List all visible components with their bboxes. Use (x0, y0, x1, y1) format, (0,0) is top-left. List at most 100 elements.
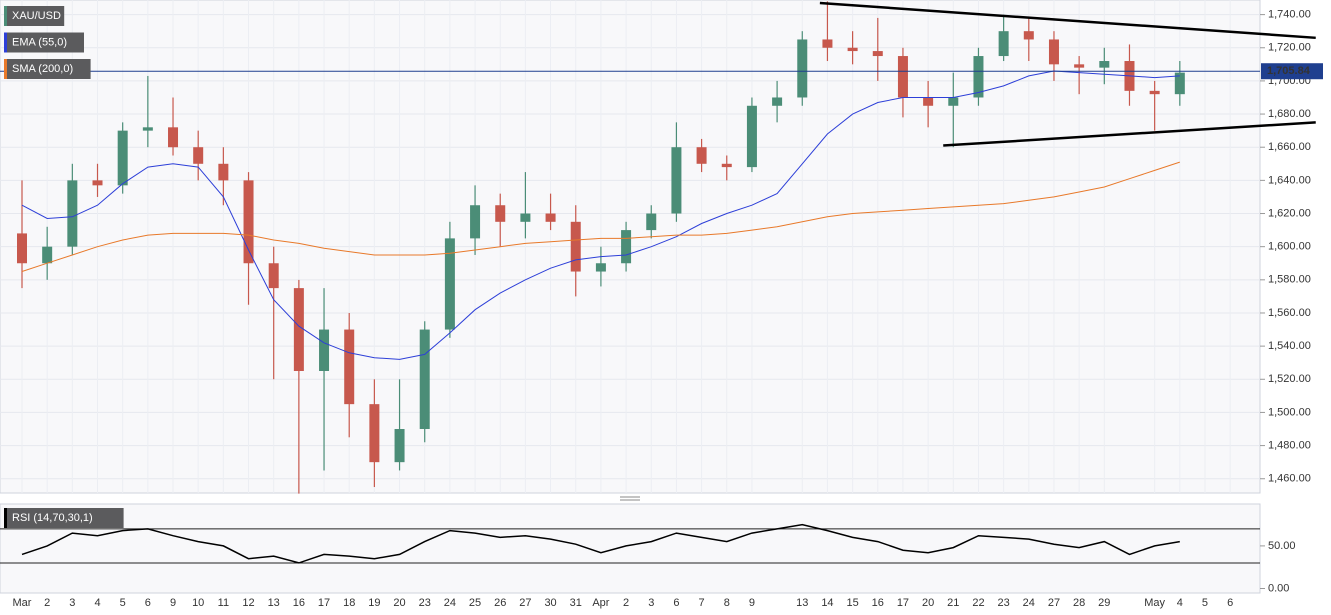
candle-body (646, 213, 657, 231)
candle-body (268, 263, 279, 289)
candle-body (923, 97, 934, 106)
legend-label: RSI (14,70,30,1) (12, 512, 93, 524)
candle-body (1099, 61, 1110, 68)
candle-body (419, 329, 430, 430)
candle-body (822, 39, 833, 48)
indicator-line (21, 70, 1180, 360)
candle-body (570, 221, 581, 272)
x-tick-label: Mar (13, 597, 32, 609)
candle-body (545, 213, 556, 222)
x-tick-label: 31 (570, 597, 582, 609)
x-tick-label: 13 (796, 597, 808, 609)
legend-label: EMA (55,0) (12, 36, 67, 48)
candle-body (998, 31, 1009, 57)
x-tick-label: 14 (821, 597, 833, 609)
legend-label: SMA (200,0) (12, 63, 73, 75)
candle-body (1048, 39, 1059, 65)
x-tick-label: 19 (368, 597, 380, 609)
x-tick-label: 26 (494, 597, 506, 609)
candle-body (1174, 72, 1185, 95)
candle-body (444, 238, 455, 330)
candle-body (92, 180, 103, 186)
candle-body (344, 329, 355, 405)
candle-body (797, 39, 808, 98)
candle-body (1023, 31, 1034, 40)
y-tick-label: 1,480.00 (1268, 439, 1311, 451)
candle-body (470, 205, 481, 239)
x-tick-label: Apr (592, 597, 609, 609)
x-tick-label: 3 (69, 597, 75, 609)
legend-box (4, 32, 84, 53)
y-tick-label: 50.00 (1268, 540, 1296, 552)
x-tick-label: 11 (218, 597, 229, 609)
candle-body (42, 246, 53, 264)
candle-body (67, 180, 78, 247)
candle-body (1074, 64, 1085, 68)
x-tick-label: 24 (444, 597, 456, 609)
x-tick-label: 20 (393, 597, 405, 609)
y-tick-label: 1,620.00 (1268, 207, 1311, 219)
x-tick-label: 27 (1048, 597, 1060, 609)
x-tick-label: 16 (293, 597, 305, 609)
y-tick-label: 1,640.00 (1268, 174, 1311, 186)
candle-body (17, 233, 27, 264)
x-tick-label: 9 (170, 597, 176, 609)
candle-body (696, 147, 707, 164)
y-tick-label: 1,740.00 (1268, 9, 1311, 21)
legend-swatch (4, 59, 7, 79)
y-tick-label: 0.00 (1268, 582, 1289, 594)
candle-body (772, 97, 783, 106)
candle-body (142, 127, 153, 131)
candle-body (948, 97, 959, 106)
x-tick-label: 13 (268, 597, 280, 609)
candle-body (721, 163, 732, 168)
candle-body (168, 127, 179, 148)
rsi-pane (0, 503, 1261, 594)
x-tick-label: 29 (1098, 597, 1110, 609)
x-tick-label: 4 (1177, 597, 1183, 609)
y-tick-label: 1,680.00 (1268, 108, 1311, 120)
x-tick-label: 23 (998, 597, 1010, 609)
candle-body (369, 404, 380, 463)
x-tick-label: 23 (419, 597, 431, 609)
trendline (819, 1, 1316, 40)
candle-body (872, 51, 883, 57)
x-tick-label: May (1144, 597, 1165, 609)
candle-body (621, 230, 632, 264)
candle-body (1149, 90, 1160, 95)
x-tick-label: 6 (145, 597, 151, 609)
legend-swatch (4, 32, 7, 53)
candle-body (394, 429, 405, 463)
legend-box (4, 59, 91, 79)
legend-box (4, 508, 124, 528)
x-tick-label: 24 (1023, 597, 1035, 609)
candle-body (218, 163, 229, 181)
x-tick-label: 17 (318, 597, 330, 609)
x-tick-label: 4 (94, 597, 100, 609)
y-tick-label: 1,600.00 (1268, 241, 1311, 253)
x-tick-label: 18 (343, 597, 355, 609)
x-tick-label: 9 (749, 597, 755, 609)
candle-body (193, 147, 204, 164)
y-tick-label: 1,660.00 (1268, 141, 1311, 153)
candle-body (319, 329, 330, 371)
x-tick-label: 20 (922, 597, 934, 609)
x-tick-label: 3 (648, 597, 654, 609)
last-price-label: 1,705.84 (1267, 65, 1311, 77)
y-tick-label: 1,500.00 (1268, 406, 1311, 418)
x-tick-label: 5 (120, 597, 126, 609)
x-tick-label: 2 (623, 597, 629, 609)
last-price-box (1261, 63, 1323, 80)
candle-body (671, 147, 682, 214)
x-tick-label: 16 (872, 597, 884, 609)
trendline (943, 121, 1316, 147)
x-tick-label: 2 (44, 597, 50, 609)
x-tick-label: 7 (699, 597, 705, 609)
legend-swatch (4, 508, 7, 528)
y-tick-label: 1,720.00 (1268, 42, 1311, 54)
x-tick-label: 30 (544, 597, 556, 609)
legend-swatch (4, 6, 7, 26)
candle-body (973, 56, 984, 98)
candle-body (847, 47, 858, 52)
